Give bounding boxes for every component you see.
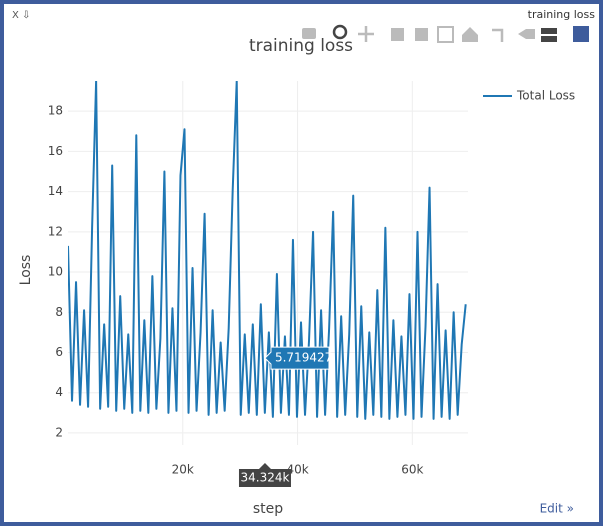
hover-x-box bbox=[238, 463, 291, 487]
hover-value: 5.719427 bbox=[275, 351, 332, 365]
hover-label: 5.719427 bbox=[264, 346, 332, 370]
hover-x-value: 34.324k bbox=[241, 471, 290, 485]
modebar-zoom-out[interactable] bbox=[415, 28, 428, 41]
modebar-home[interactable] bbox=[462, 27, 478, 42]
modebar-camera[interactable] bbox=[302, 28, 316, 39]
modebar-hover-closest[interactable] bbox=[518, 29, 535, 39]
y-tick-label: 2 bbox=[55, 425, 63, 439]
chart-title: training loss bbox=[249, 36, 353, 56]
window-controls[interactable]: X ⇩ bbox=[12, 10, 30, 21]
hover-box bbox=[264, 346, 330, 370]
y-axis-title: Loss bbox=[18, 255, 34, 286]
y-tick-label: 12 bbox=[48, 224, 63, 238]
modebar-zoom[interactable] bbox=[332, 24, 348, 40]
edit-link[interactable]: Edit » bbox=[540, 502, 574, 516]
y-tick-label: 14 bbox=[48, 184, 63, 198]
y-tick-label: 8 bbox=[55, 305, 63, 319]
modebar-zoom-in[interactable] bbox=[391, 28, 404, 41]
modebar-logo[interactable] bbox=[573, 26, 589, 42]
y-tick-label: 4 bbox=[55, 385, 63, 399]
x-axis-title: step bbox=[253, 501, 283, 517]
x-tick-label: 20k bbox=[172, 463, 194, 477]
hover-x-label: 34.324k bbox=[238, 463, 291, 487]
legend-label: Total Loss bbox=[516, 89, 575, 103]
modebar-hover-compare[interactable] bbox=[541, 28, 557, 42]
y-tick-label: 18 bbox=[48, 104, 63, 118]
x-tick-label: 40k bbox=[286, 463, 308, 477]
modebar[interactable] bbox=[302, 24, 589, 43]
y-tick-label: 6 bbox=[55, 345, 63, 359]
x-tick-label: 60k bbox=[401, 463, 423, 477]
modebar-spike[interactable] bbox=[492, 28, 504, 42]
y-tick-label: 10 bbox=[48, 265, 63, 279]
modebar-pan[interactable] bbox=[358, 26, 374, 42]
data-line bbox=[68, 81, 467, 420]
window-title: training loss bbox=[528, 8, 596, 21]
y-tick-label: 16 bbox=[48, 144, 63, 158]
modebar-autoscale[interactable] bbox=[437, 26, 454, 43]
